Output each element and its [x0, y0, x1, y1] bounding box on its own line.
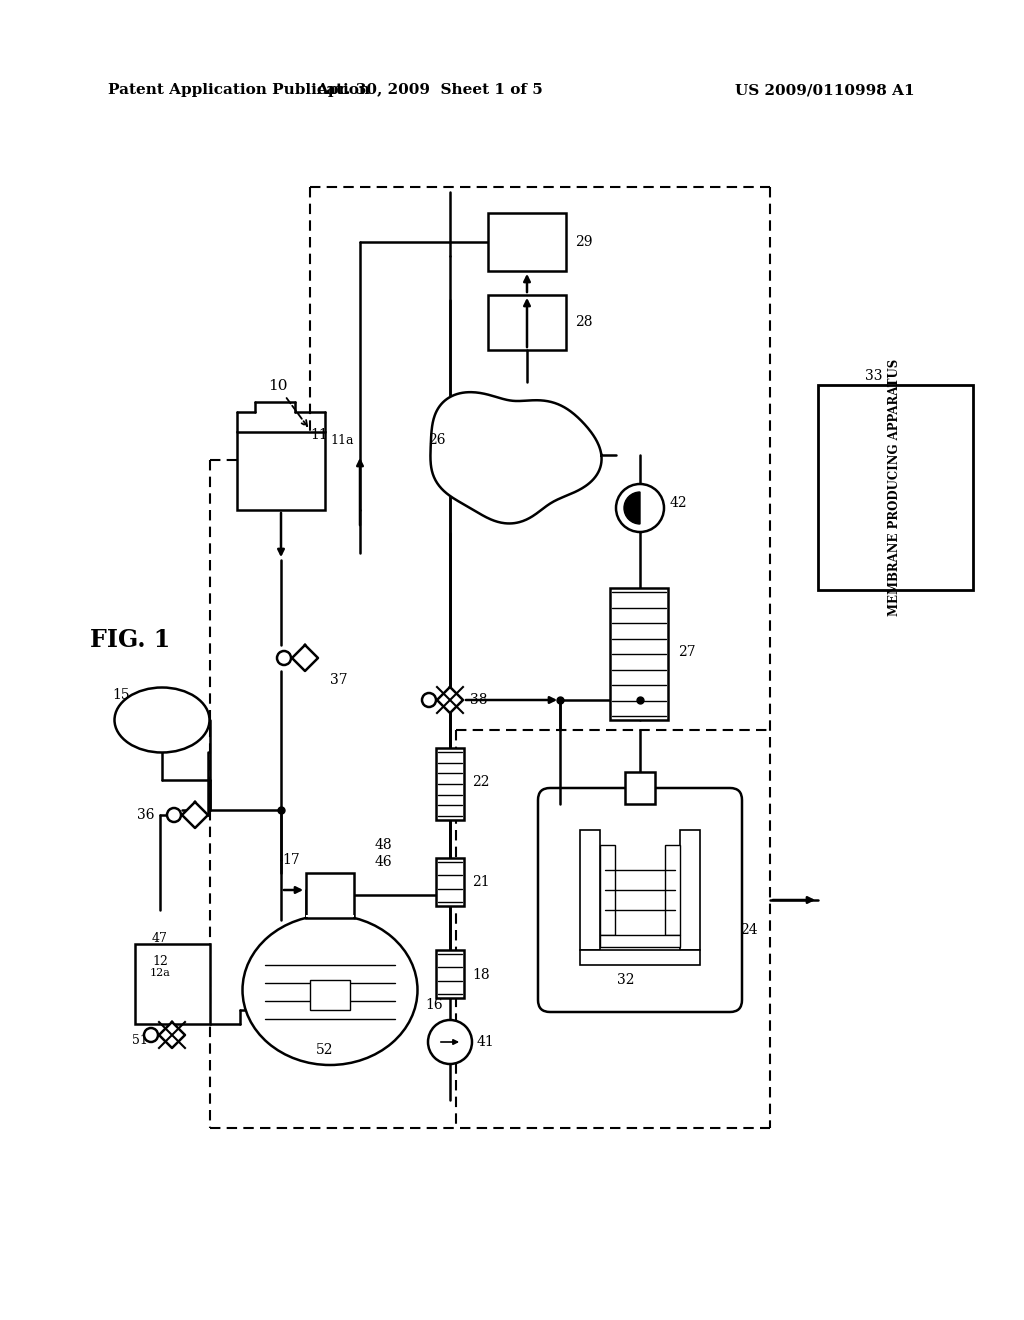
Polygon shape — [182, 803, 208, 828]
Bar — [237, 432, 325, 510]
Bar — [665, 845, 680, 935]
Bar — [488, 294, 566, 350]
Bar — [600, 935, 680, 946]
Text: 32: 32 — [617, 973, 635, 987]
Ellipse shape — [115, 688, 210, 752]
Text: 18: 18 — [472, 968, 489, 982]
Text: MEMBRANE PRODUCING APPARATUS: MEMBRANE PRODUCING APPARATUS — [889, 358, 901, 615]
Text: 41: 41 — [477, 1035, 495, 1049]
Text: 33: 33 — [865, 370, 883, 383]
Text: 29: 29 — [575, 235, 593, 249]
Text: 12: 12 — [152, 954, 168, 968]
Text: 28: 28 — [575, 315, 593, 329]
Circle shape — [278, 651, 291, 665]
Text: 11: 11 — [310, 428, 328, 442]
Text: Apr. 30, 2009  Sheet 1 of 5: Apr. 30, 2009 Sheet 1 of 5 — [316, 83, 544, 96]
Circle shape — [616, 484, 664, 532]
Polygon shape — [292, 645, 318, 671]
Text: 21: 21 — [472, 875, 489, 888]
Bar — [488, 213, 566, 271]
Text: 16: 16 — [425, 998, 442, 1012]
Bar — [818, 385, 973, 590]
Text: 26: 26 — [428, 433, 445, 447]
Text: 11a: 11a — [330, 433, 353, 446]
Polygon shape — [437, 686, 463, 713]
Text: 48: 48 — [375, 838, 392, 851]
Text: 17: 17 — [283, 853, 300, 867]
Circle shape — [428, 1020, 472, 1064]
Text: 52: 52 — [316, 1043, 334, 1057]
Bar — [436, 950, 464, 998]
Text: 27: 27 — [678, 645, 695, 659]
Bar — [436, 858, 464, 906]
Text: 51: 51 — [132, 1034, 148, 1047]
Text: 37: 37 — [330, 673, 347, 686]
Bar — [306, 873, 354, 917]
Ellipse shape — [243, 915, 418, 1065]
Text: 47: 47 — [153, 932, 168, 945]
Polygon shape — [430, 392, 601, 524]
Circle shape — [144, 1028, 158, 1041]
Circle shape — [167, 808, 181, 822]
Polygon shape — [306, 915, 354, 917]
Text: 24: 24 — [740, 923, 758, 937]
Bar — [436, 748, 464, 820]
Text: 46: 46 — [375, 855, 392, 869]
Bar — [580, 950, 700, 965]
Bar — [680, 830, 700, 950]
Polygon shape — [159, 1022, 185, 1048]
Text: 22: 22 — [472, 775, 489, 789]
Bar — [310, 979, 350, 1010]
FancyBboxPatch shape — [538, 788, 742, 1012]
Circle shape — [422, 693, 436, 708]
Bar — [600, 845, 615, 935]
Text: 42: 42 — [670, 496, 688, 510]
Text: 38: 38 — [470, 693, 487, 708]
Text: US 2009/0110998 A1: US 2009/0110998 A1 — [735, 83, 915, 96]
Bar — [610, 587, 668, 719]
Bar — [580, 830, 600, 950]
Text: 36: 36 — [137, 808, 155, 822]
Text: 10: 10 — [268, 379, 307, 426]
Wedge shape — [624, 492, 640, 524]
Text: 12a: 12a — [150, 968, 170, 978]
Bar — [135, 944, 210, 1024]
Text: Patent Application Publication: Patent Application Publication — [108, 83, 370, 96]
Text: FIG. 1: FIG. 1 — [90, 628, 170, 652]
Bar — [625, 772, 655, 804]
Text: 15: 15 — [112, 688, 130, 702]
